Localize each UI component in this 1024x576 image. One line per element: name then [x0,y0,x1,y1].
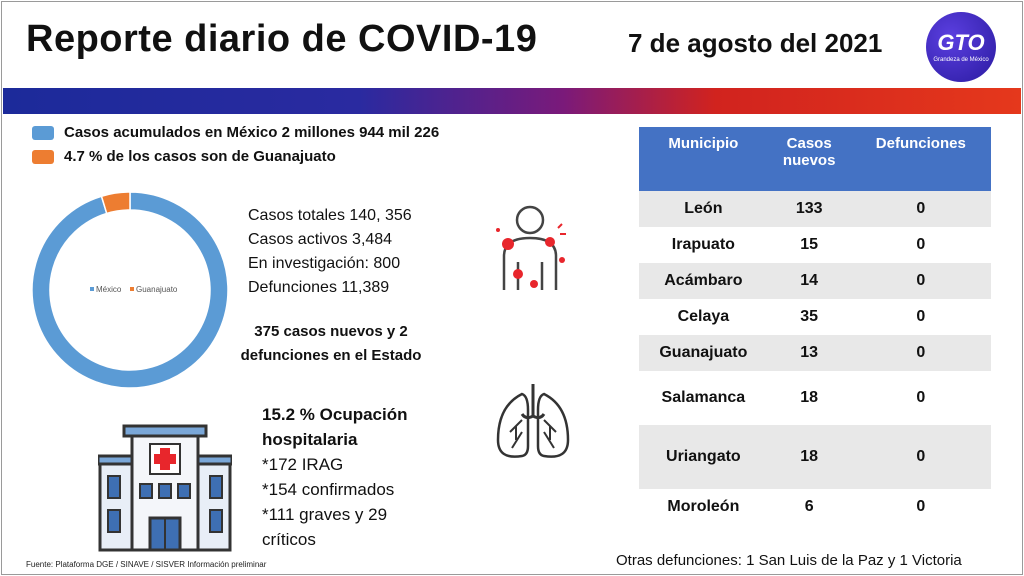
cell-defunciones: 0 [850,489,991,525]
header-municipio: Municipio [639,127,768,191]
stat-casos-totales: Casos totales 140, 356 [248,207,412,224]
table-row: Acámbaro 14 0 [639,263,991,299]
cell-municipio: Celaya [639,299,768,335]
hospital-graves-criticos: *111 graves y 29 críticos [262,505,388,549]
cell-defunciones: 0 [850,263,991,299]
table-row: Salamanca 18 0 [639,371,991,425]
cell-defunciones: 0 [850,425,991,489]
donut-legend-swatch-guanajuato [130,287,134,291]
cell-casos-nuevos: 13 [767,335,851,371]
cell-casos-nuevos: 6 [767,489,851,525]
cell-defunciones: 0 [850,299,991,335]
cell-casos-nuevos: 18 [767,371,851,425]
cell-casos-nuevos: 15 [767,227,851,263]
table-row: Moroleón 6 0 [639,489,991,525]
logo-text: GTO [937,29,985,55]
cell-municipio: Moroleón [639,489,768,525]
legend-label-guanajuato: 4.7 % de los casos son de Guanajuato [64,148,336,165]
stat-en-investigacion: En investigación: 800 [248,255,401,272]
logo-subtext: Grandeza de México [933,56,989,63]
page-title: Reporte diario de COVID-19 [26,18,538,60]
cell-defunciones: 0 [850,227,991,263]
municipios-table: Municipio Casos nuevos Defunciones León 1… [639,127,991,525]
otras-defunciones: Otras defunciones: 1 San Luis de la Paz … [616,552,962,569]
legend-label-mexico: Casos acumulados en México 2 millones 94… [64,124,440,141]
report-date: 7 de agosto del 2021 [628,28,883,58]
virus-symptoms-icon [496,205,566,290]
cell-defunciones: 0 [850,191,991,227]
gradient-band [3,88,1021,114]
stats-block: Casos totales 140, 356 Casos activos 3,4… [248,204,412,300]
source-note: Fuente: Plataforma DGE / SINAVE / SISVER… [26,560,267,569]
table-row: Uriangato 18 0 [639,425,991,489]
donut-legend-label-méxico: México [96,285,122,294]
cell-casos-nuevos: 18 [767,425,851,489]
donut-legend-label-guanajuato: Guanajuato [136,285,178,294]
cell-casos-nuevos: 35 [767,299,851,335]
cell-casos-nuevos: 133 [767,191,851,227]
cell-municipio: Guanajuato [639,335,768,371]
table-header-row: Municipio Casos nuevos Defunciones [639,127,991,191]
cell-casos-nuevos: 14 [767,263,851,299]
donut-slice-méxico [31,191,229,389]
header-casos-nuevos: Casos nuevos [767,127,851,191]
hospital-irag: *172 IRAG [262,455,344,474]
hospital-icon [98,424,232,552]
lungs-icon [496,384,570,458]
table-row: Irapuato 15 0 [639,227,991,263]
new-cases-text: 375 casos nuevos y 2 defunciones en el E… [240,323,422,364]
header-defunciones: Defunciones [850,127,991,191]
stat-casos-activos: Casos activos 3,484 [248,231,393,248]
hospital-confirmados: *154 confirmados [262,480,395,499]
cell-defunciones: 0 [850,335,991,371]
cell-municipio: León [639,191,768,227]
donut-legend-swatch-méxico [90,287,94,291]
legend-mexico: Casos acumulados en México 2 millones 94… [32,124,439,141]
legend-swatch-mexico [32,125,54,140]
legend-guanajuato: 4.7 % de los casos son de Guanajuato [32,148,336,165]
table-row: Celaya 35 0 [639,299,991,335]
hospital-block: 15.2 % Ocupación hospitalaria *172 IRAG … [262,402,442,552]
cell-municipio: Uriangato [639,425,768,489]
cell-municipio: Salamanca [639,371,768,425]
cell-municipio: Acámbaro [639,263,768,299]
donut-chart: México Guanajuato [31,191,229,389]
donut-slice-guanajuato [100,191,131,215]
cell-defunciones: 0 [850,371,991,425]
stat-defunciones: Defunciones 11,389 [248,279,390,296]
legend-swatch-guanajuato [32,149,54,164]
cell-municipio: Irapuato [639,227,768,263]
hospital-occupancy: 15.2 % Ocupación hospitalaria [262,405,408,449]
table-row: Guanajuato 13 0 [639,335,991,371]
table-row: León 133 0 [639,191,991,227]
gto-logo: GTO Grandeza de México [926,12,996,82]
